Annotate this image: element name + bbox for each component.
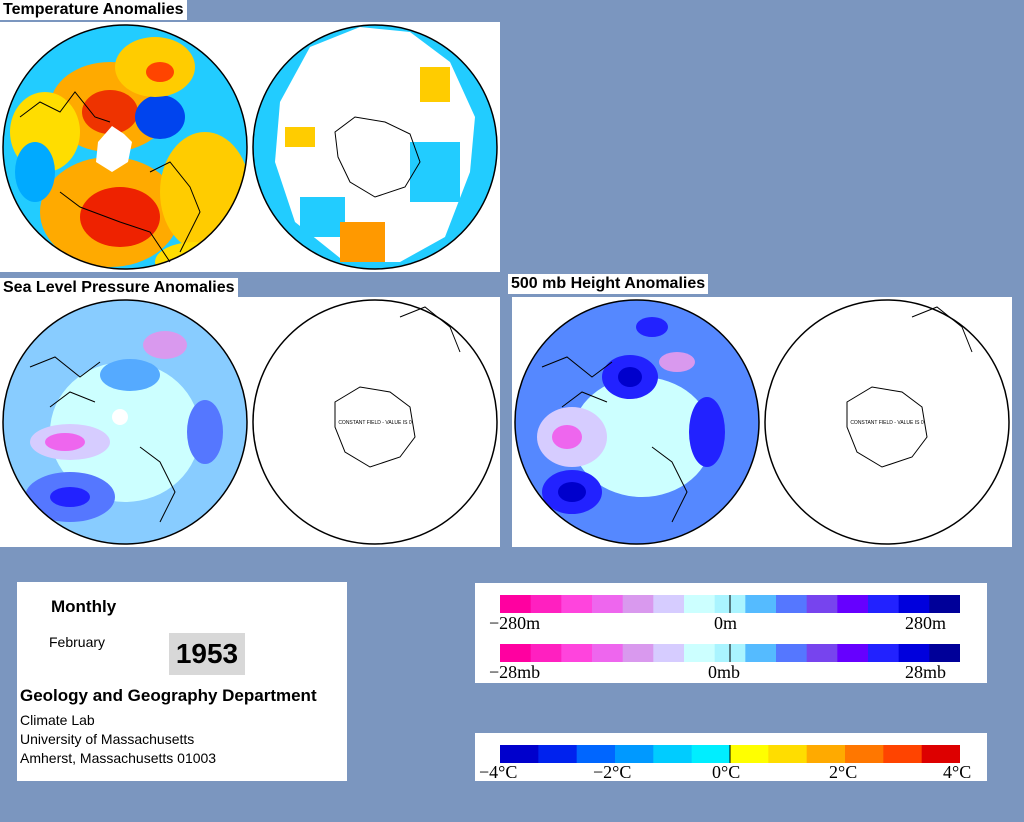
height-colorbar-swatch <box>806 595 838 613</box>
temp-tick-0: 0°C <box>712 762 741 782</box>
pressure-tick-zero: 0mb <box>708 662 741 682</box>
height-colorbar-swatch <box>868 595 900 613</box>
pressure-colorbar <box>500 644 960 662</box>
pressure-colorbar-swatch <box>561 644 593 662</box>
height500-title: 500 mb Height Anomalies <box>508 274 709 294</box>
department-label: Geology and Geography Department <box>20 686 317 705</box>
temperature-colorbar-swatch <box>845 745 884 763</box>
pressure-colorbar-swatch <box>837 644 869 662</box>
period-label: Monthly <box>51 597 117 616</box>
height-colorbar-swatch <box>530 595 562 613</box>
temperature-colorbar-swatch <box>615 745 654 763</box>
height-colorbar-swatch <box>653 595 685 613</box>
temperature-colorbar-swatch <box>768 745 808 763</box>
temperature-nh-map <box>2 24 248 270</box>
temperature-colorbar-swatch <box>730 745 769 763</box>
height-pressure-scale: −280m 0m 280m −28mb 0mb 28mb <box>475 583 987 683</box>
slp-panel: CONSTANT FIELD - VALUE IS 0 <box>0 297 500 547</box>
height-tick-max: 280m <box>905 613 947 633</box>
temperature-sh-map <box>252 24 498 270</box>
pressure-tick-min: −28mb <box>489 662 541 682</box>
temperature-colorbar-swatch <box>806 745 846 763</box>
pressure-colorbar-swatch <box>776 644 808 662</box>
temperature-colorbar-swatch <box>691 745 731 763</box>
temperature-colorbar-swatch <box>883 745 923 763</box>
height-colorbar-swatch <box>929 595 960 613</box>
address-label: Amherst, Massachusetts 01003 <box>20 750 217 766</box>
temperature-panel <box>0 22 500 272</box>
pressure-colorbar-swatch <box>530 644 562 662</box>
pressure-colorbar-swatch <box>898 644 930 662</box>
temperature-title: Temperature Anomalies <box>0 0 187 20</box>
height-colorbar-swatch <box>898 595 930 613</box>
pressure-colorbar-swatch <box>806 644 838 662</box>
temperature-colorbar-swatch <box>921 745 960 763</box>
height-colorbar-swatch <box>561 595 593 613</box>
height-tick-zero: 0m <box>714 613 738 633</box>
temp-tick-p2: 2°C <box>829 762 858 782</box>
slp-sh-map: CONSTANT FIELD - VALUE IS 0 <box>252 299 498 545</box>
temp-tick-m4: −4°C <box>479 762 518 782</box>
temp-tick-p4: 4°C <box>943 762 972 782</box>
height-colorbar-swatch <box>745 595 777 613</box>
pressure-colorbar-swatch <box>684 644 716 662</box>
info-box: Monthly February 1953 Geology and Geogra… <box>17 582 347 781</box>
height-colorbar <box>500 595 960 613</box>
pressure-tick-max: 28mb <box>905 662 947 682</box>
height-colorbar-swatch <box>622 595 654 613</box>
height500-sh-map: CONSTANT FIELD - VALUE IS 0 <box>764 299 1010 545</box>
university-label: University of Massachusetts <box>20 731 195 747</box>
height-tick-min: −280m <box>489 613 541 633</box>
temperature-colorbar-swatch <box>576 745 616 763</box>
height500-panel: CONSTANT FIELD - VALUE IS 0 <box>512 297 1012 547</box>
temperature-colorbar-swatch <box>653 745 693 763</box>
pressure-colorbar-swatch <box>622 644 654 662</box>
year-label: 1953 <box>169 633 245 675</box>
height500-constant-label: CONSTANT FIELD - VALUE IS 0 <box>850 420 924 426</box>
height-colorbar-swatch <box>592 595 624 613</box>
height-colorbar-swatch <box>837 595 869 613</box>
pressure-colorbar-swatch <box>868 644 900 662</box>
pressure-colorbar-swatch <box>929 644 960 662</box>
slp-title: Sea Level Pressure Anomalies <box>0 278 238 298</box>
temperature-colorbar <box>500 745 960 763</box>
temperature-scale: −4°C −2°C 0°C 2°C 4°C <box>475 733 987 781</box>
lab-label: Climate Lab <box>20 712 95 728</box>
pressure-colorbar-swatch <box>653 644 685 662</box>
slp-nh-map <box>2 299 248 545</box>
height500-nh-map <box>514 299 760 545</box>
temperature-colorbar-swatch <box>538 745 578 763</box>
pressure-colorbar-swatch <box>500 644 532 662</box>
pressure-colorbar-swatch <box>745 644 777 662</box>
height-colorbar-swatch <box>684 595 716 613</box>
temperature-colorbar-swatch <box>500 745 539 763</box>
pressure-colorbar-swatch <box>592 644 624 662</box>
temp-tick-m2: −2°C <box>593 762 632 782</box>
height-colorbar-swatch <box>776 595 808 613</box>
month-label: February <box>49 634 106 650</box>
slp-constant-label: CONSTANT FIELD - VALUE IS 0 <box>338 420 412 426</box>
height-colorbar-swatch <box>500 595 532 613</box>
